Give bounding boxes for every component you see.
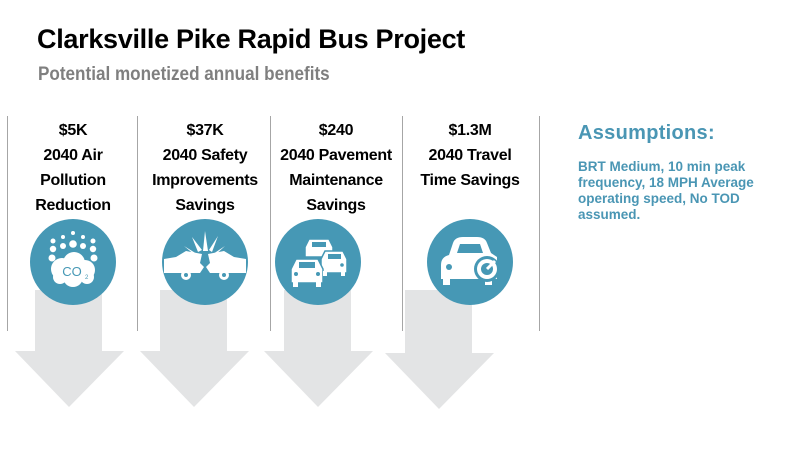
benefit-label-line: Pollution bbox=[40, 172, 106, 189]
divider bbox=[137, 116, 138, 331]
divider bbox=[7, 116, 8, 331]
traffic-cars-icon bbox=[275, 219, 361, 305]
benefit-value: $5K bbox=[58, 122, 88, 139]
down-arrow-icon bbox=[385, 290, 494, 409]
benefit-value: $1.3M bbox=[448, 122, 492, 139]
car-speedometer-icon bbox=[427, 219, 513, 305]
benefit-label-line: 2040 Pavement bbox=[280, 147, 392, 164]
down-arrow-icon bbox=[140, 290, 249, 407]
benefit-label-line: Reduction bbox=[35, 197, 111, 214]
divider bbox=[539, 116, 540, 331]
car-crash-icon bbox=[162, 219, 248, 305]
assumptions-body: BRT Medium, 10 min peak frequency, 18 MP… bbox=[578, 159, 754, 222]
down-arrow-icon bbox=[264, 290, 373, 407]
page-subtitle: Potential monetized annual benefits bbox=[38, 64, 330, 85]
benefit-label-line: 2040 Travel bbox=[428, 147, 512, 164]
divider bbox=[402, 116, 403, 331]
benefit-air-pollution: $5K 2040 Air Pollution Reduction bbox=[8, 118, 138, 218]
benefit-value: $37K bbox=[186, 122, 224, 139]
page-title: Clarksville Pike Rapid Bus Project bbox=[37, 24, 465, 54]
benefit-label-line: Savings bbox=[306, 197, 366, 214]
benefit-pavement: $240 2040 Pavement Maintenance Savings bbox=[271, 118, 401, 218]
benefit-label-line: Maintenance bbox=[289, 172, 383, 189]
benefit-safety: $37K 2040 Safety Improvements Savings bbox=[140, 118, 270, 218]
benefit-label-line: Time Savings bbox=[420, 172, 520, 189]
benefit-label-line: Improvements bbox=[152, 172, 258, 189]
benefit-label-line: 2040 Air bbox=[43, 147, 103, 164]
co2-cloud-icon: CO 2 bbox=[30, 219, 116, 305]
divider bbox=[270, 116, 271, 331]
benefit-label-line: Savings bbox=[175, 197, 235, 214]
benefit-travel-time: $1.3M 2040 Travel Time Savings bbox=[405, 118, 535, 193]
benefit-label-line: 2040 Safety bbox=[162, 147, 248, 164]
svg-text:2: 2 bbox=[85, 275, 89, 281]
svg-text:CO: CO bbox=[62, 264, 82, 279]
benefit-value: $240 bbox=[318, 122, 354, 139]
assumptions-title: Assumptions: bbox=[578, 122, 715, 144]
down-arrow-icon bbox=[15, 290, 124, 407]
